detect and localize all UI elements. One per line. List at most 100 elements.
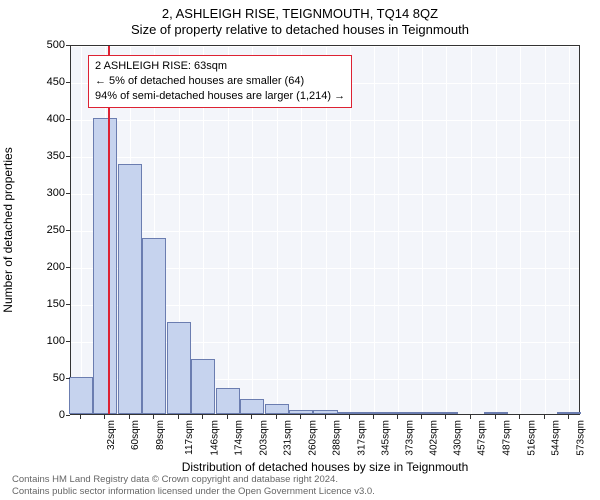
x-tick-mark <box>544 415 545 419</box>
x-tick-mark <box>202 415 203 419</box>
histogram-bar <box>118 164 142 414</box>
y-tick-label: 150 <box>5 298 65 310</box>
y-tick-label: 450 <box>5 76 65 88</box>
x-tick-mark <box>373 415 374 419</box>
x-tick-label: 317sqm <box>356 420 367 456</box>
y-tick-label: 100 <box>5 335 65 347</box>
histogram-bar <box>216 388 240 414</box>
gridline-v <box>422 46 423 414</box>
x-tick-label: 32sqm <box>106 420 117 450</box>
x-tick-mark <box>276 415 277 419</box>
x-tick-label: 231sqm <box>282 420 293 456</box>
histogram-bar <box>337 412 361 414</box>
histogram-bar <box>142 238 166 414</box>
x-tick-label: 402sqm <box>429 420 440 456</box>
x-tick-mark <box>349 415 350 419</box>
histogram-bar <box>313 410 337 414</box>
gridline-v <box>545 46 546 414</box>
footer-line2: Contains public sector information licen… <box>12 486 375 498</box>
x-tick-label: 288sqm <box>331 420 342 456</box>
footer-line1: Contains HM Land Registry data © Crown c… <box>12 474 375 486</box>
y-tick-label: 0 <box>5 409 65 421</box>
histogram-bar <box>289 410 313 414</box>
y-tick-mark <box>66 267 70 268</box>
y-tick-label: 300 <box>5 187 65 199</box>
x-tick-label: 60sqm <box>130 420 141 450</box>
x-tick-label: 260sqm <box>307 420 318 456</box>
y-tick-label: 200 <box>5 261 65 273</box>
x-tick-label: 174sqm <box>234 420 245 456</box>
gridline-v <box>81 46 82 414</box>
chart-title-line2: Size of property relative to detached ho… <box>0 22 600 37</box>
y-tick-mark <box>66 45 70 46</box>
x-tick-label: 203sqm <box>258 420 269 456</box>
annotation-line1: 2 ASHLEIGH RISE: 63sqm <box>95 59 345 74</box>
y-tick-mark <box>66 378 70 379</box>
gridline-v <box>374 46 375 414</box>
x-tick-label: 146sqm <box>210 420 221 456</box>
histogram-bar <box>240 399 264 414</box>
x-tick-mark <box>568 415 569 419</box>
y-tick-label: 250 <box>5 224 65 236</box>
x-tick-mark <box>251 415 252 419</box>
histogram-bar <box>69 377 93 414</box>
x-tick-mark <box>153 415 154 419</box>
x-tick-label: 573sqm <box>576 420 587 456</box>
chart-container: { "chart": { "type": "histogram", "title… <box>0 0 600 500</box>
histogram-bar <box>191 359 215 415</box>
y-tick-mark <box>66 230 70 231</box>
x-tick-label: 89sqm <box>155 420 166 450</box>
y-tick-mark <box>66 82 70 83</box>
x-tick-mark <box>397 415 398 419</box>
y-tick-label: 400 <box>5 113 65 125</box>
y-tick-label: 350 <box>5 150 65 162</box>
x-tick-label: 487sqm <box>502 420 513 456</box>
x-tick-mark <box>421 415 422 419</box>
x-tick-mark <box>470 415 471 419</box>
histogram-bar <box>361 412 385 414</box>
footer-attribution: Contains HM Land Registry data © Crown c… <box>12 474 375 498</box>
x-tick-label: 117sqm <box>184 420 195 455</box>
annotation-line2: ← 5% of detached houses are smaller (64) <box>95 74 345 89</box>
gridline-v <box>496 46 497 414</box>
x-tick-mark <box>104 415 105 419</box>
gridline-v <box>471 46 472 414</box>
x-tick-label: 457sqm <box>476 420 487 456</box>
y-tick-label: 50 <box>5 372 65 384</box>
gridline-v <box>520 46 521 414</box>
y-tick-mark <box>66 119 70 120</box>
y-tick-mark <box>66 415 70 416</box>
histogram-bar <box>167 322 191 415</box>
x-tick-mark <box>519 415 520 419</box>
x-axis-label: Distribution of detached houses by size … <box>70 460 580 474</box>
histogram-bar <box>433 412 457 414</box>
x-tick-label: 544sqm <box>551 420 562 456</box>
gridline-v <box>446 46 447 414</box>
x-tick-label: 430sqm <box>453 420 464 456</box>
y-tick-mark <box>66 304 70 305</box>
annotation-box: 2 ASHLEIGH RISE: 63sqm ← 5% of detached … <box>88 55 352 108</box>
x-tick-label: 516sqm <box>527 420 538 456</box>
histogram-bar <box>557 412 581 414</box>
histogram-bar <box>386 412 410 414</box>
annotation-line3: 94% of semi-detached houses are larger (… <box>95 89 345 104</box>
x-tick-mark <box>80 415 81 419</box>
x-tick-mark <box>300 415 301 419</box>
y-tick-mark <box>66 193 70 194</box>
histogram-bar <box>410 412 434 414</box>
x-tick-mark <box>445 415 446 419</box>
x-tick-label: 373sqm <box>404 420 415 456</box>
y-tick-mark <box>66 341 70 342</box>
histogram-bar <box>93 118 117 414</box>
x-tick-label: 345sqm <box>380 420 391 456</box>
x-tick-mark <box>325 415 326 419</box>
gridline-v <box>398 46 399 414</box>
histogram-bar <box>265 404 289 414</box>
chart-title-line1: 2, ASHLEIGH RISE, TEIGNMOUTH, TQ14 8QZ <box>0 6 600 21</box>
x-tick-mark <box>227 415 228 419</box>
histogram-bar <box>484 412 508 414</box>
y-tick-mark <box>66 156 70 157</box>
y-tick-label: 500 <box>5 39 65 51</box>
x-tick-mark <box>178 415 179 419</box>
x-tick-mark <box>129 415 130 419</box>
